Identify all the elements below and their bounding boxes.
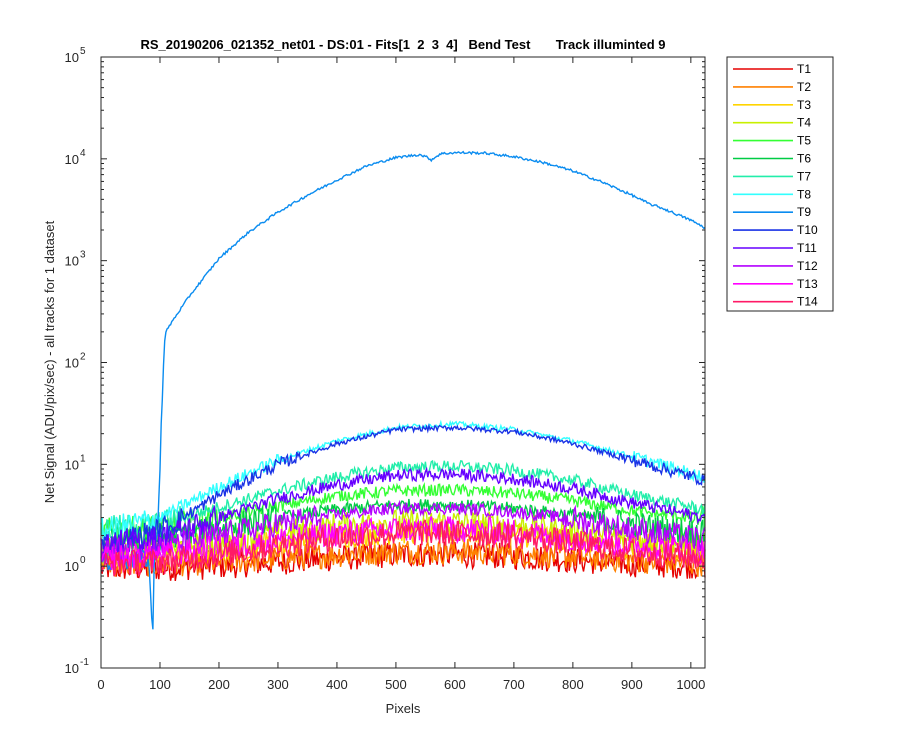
y-tick-label: 10 5 (65, 46, 86, 65)
series-line-t11 (100, 466, 706, 558)
legend-label-t10: T10 (797, 223, 818, 237)
y-tick-base: 10 (65, 661, 79, 676)
x-axis-label: Pixels (386, 701, 421, 716)
y-tick-exponent: 1 (80, 453, 86, 464)
x-tick-label: 300 (267, 677, 289, 692)
legend-label-t9: T9 (797, 205, 811, 219)
series-line-t12 (100, 499, 706, 564)
legend-label-t8: T8 (797, 187, 811, 201)
x-tick-label: 800 (562, 677, 584, 692)
legend-label-t1: T1 (797, 62, 811, 76)
y-tick-label: 10 3 (65, 250, 86, 269)
chart-title: RS_20190206_021352_net01 - DS:01 - Fits[… (140, 37, 665, 52)
y-tick-exponent: 4 (80, 148, 86, 159)
legend-label-t13: T13 (797, 277, 818, 291)
legend-label-t14: T14 (797, 295, 818, 309)
x-tick-label: 200 (208, 677, 230, 692)
series-line-t7 (100, 459, 706, 539)
y-tick-base: 10 (65, 50, 79, 65)
legend-label-t4: T4 (797, 116, 811, 130)
x-tick-label: 900 (621, 677, 643, 692)
x-tick-label: 500 (385, 677, 407, 692)
x-tick-label: 100 (149, 677, 171, 692)
y-tick-base: 10 (65, 152, 79, 167)
y-tick-exponent: 5 (80, 46, 86, 57)
y-tick-label: 10 1 (65, 453, 86, 472)
y-tick-exponent: 2 (80, 352, 86, 363)
legend-label-t12: T12 (797, 259, 818, 273)
x-tick-label: 700 (503, 677, 525, 692)
series-line-t14 (100, 519, 706, 577)
series-line-t1 (100, 541, 706, 582)
y-tick-label: 10 2 (65, 352, 86, 371)
x-tick-label: 0 (97, 677, 104, 692)
y-tick-base: 10 (65, 457, 79, 472)
legend: T1 T2 T3 T4 T5 T6 T7 T8 T9 T10 T11 T12 T13 T14 (726, 56, 834, 312)
y-tick-base: 10 (65, 254, 79, 269)
x-tick-label: 600 (444, 677, 466, 692)
legend-label-t3: T3 (797, 98, 811, 112)
legend-label-t5: T5 (797, 134, 811, 148)
legend-label-t6: T6 (797, 152, 811, 166)
series-line-t10 (100, 423, 706, 556)
y-tick-base: 10 (65, 356, 79, 371)
legend-label-t7: T7 (797, 169, 811, 183)
y-tick-exponent: 0 (80, 555, 86, 566)
y-tick-exponent: 3 (80, 250, 86, 261)
plot-box (100, 56, 706, 669)
legend-box (726, 56, 834, 312)
legend-label-t2: T2 (797, 80, 811, 94)
y-tick-exponent: -1 (80, 657, 89, 668)
y-tick-base: 10 (65, 559, 79, 574)
plot-lines (100, 150, 706, 630)
x-axis: 0 100 200 300 400 500 600 700 800 900 1000 (97, 57, 705, 692)
x-tick-label: 400 (326, 677, 348, 692)
legend-label-t11: T11 (797, 241, 817, 255)
y-tick-label: 10 4 (65, 148, 86, 167)
series-line-t9 (100, 150, 706, 630)
y-axis-label: Net Signal (ADU/pix/sec) - all tracks fo… (42, 220, 57, 503)
x-tick-label: 1000 (676, 677, 705, 692)
y-tick-label: 10 -1 (65, 657, 90, 676)
y-tick-label: 10 0 (65, 555, 86, 574)
